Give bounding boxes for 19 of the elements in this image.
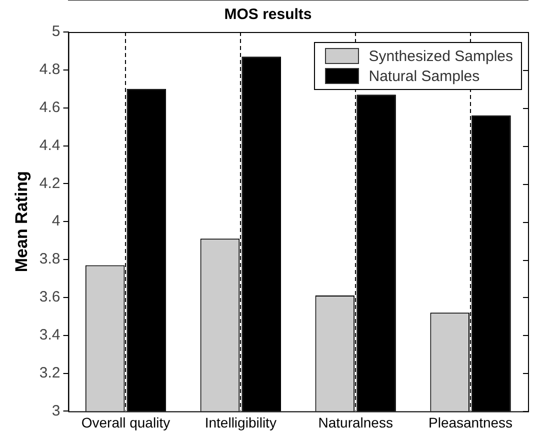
y-tick-label: 3: [52, 402, 60, 420]
y-tick-label: 4.2: [39, 174, 60, 192]
chart-title: MOS results: [224, 6, 312, 24]
y-tick-label: 5: [52, 23, 60, 40]
legend-label: Natural Samples: [368, 68, 480, 84]
x-tick-label: Pleasantness: [428, 414, 513, 430]
legend-label: Synthesized Samples: [368, 48, 513, 64]
y-tick-label: 3.2: [39, 364, 60, 382]
y-tick-label: 4.4: [39, 136, 60, 154]
x-tick-label: Overall quality: [81, 414, 170, 430]
x-tick-label: Intelligibility: [204, 414, 276, 430]
y-tick-label: 4.6: [39, 98, 60, 116]
y-tick-label: 4: [52, 212, 60, 230]
y-tick-label: 3.8: [39, 250, 60, 268]
y-tick-label: 3.4: [39, 326, 60, 344]
y-tick-label: 3.6: [39, 288, 60, 306]
y-axis-title: Mean Rating: [12, 171, 31, 272]
y-tick-label: 4.8: [39, 61, 60, 78]
x-tick-label: Naturalness: [318, 414, 393, 430]
